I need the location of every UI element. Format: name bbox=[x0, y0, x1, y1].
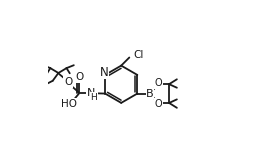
Text: O: O bbox=[155, 99, 162, 109]
Text: HO: HO bbox=[61, 99, 77, 109]
Text: N: N bbox=[87, 88, 96, 98]
Text: B: B bbox=[146, 89, 154, 98]
Text: H: H bbox=[90, 93, 97, 102]
Text: O: O bbox=[64, 77, 72, 87]
Text: N: N bbox=[99, 65, 108, 79]
Text: O: O bbox=[75, 72, 83, 82]
Text: Cl: Cl bbox=[133, 50, 143, 60]
Text: O: O bbox=[155, 78, 162, 88]
